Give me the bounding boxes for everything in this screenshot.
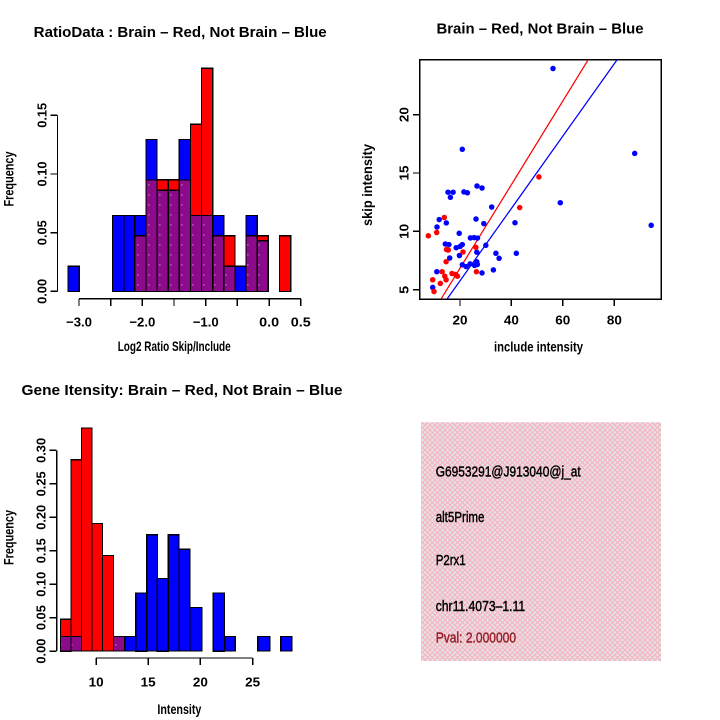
- svg-text:−2.0: −2.0: [129, 315, 155, 330]
- svg-text:0.10: 0.10: [34, 572, 49, 597]
- svg-text:0.05: 0.05: [34, 605, 49, 630]
- svg-text:Pval: 2.000000: Pval: 2.000000: [436, 630, 516, 647]
- svg-text:G6953291@J913040@j_at: G6953291@J913040@j_at: [436, 464, 582, 481]
- svg-text:0.05: 0.05: [35, 220, 50, 245]
- svg-text:include intensity: include intensity: [494, 339, 583, 355]
- svg-text:10: 10: [89, 675, 104, 690]
- svg-text:Frequency: Frequency: [1, 151, 17, 206]
- svg-text:0.25: 0.25: [34, 471, 49, 496]
- svg-text:20: 20: [193, 675, 208, 690]
- svg-text:P2rx1: P2rx1: [436, 552, 466, 569]
- svg-text:Log2 Ratio Skip/Include: Log2 Ratio Skip/Include: [118, 338, 231, 354]
- svg-text:0.0: 0.0: [259, 315, 279, 330]
- svg-text:RatioData : Brain – Red, Not B: RatioData : Brain – Red, Not Brain – Blu…: [34, 24, 327, 41]
- svg-text:20: 20: [397, 107, 412, 122]
- svg-text:0.5: 0.5: [291, 315, 311, 330]
- svg-text:0.00: 0.00: [35, 279, 50, 304]
- svg-text:Intensity: Intensity: [157, 701, 201, 717]
- svg-text:25: 25: [245, 675, 260, 690]
- svg-text:skip intensity: skip intensity: [359, 144, 375, 226]
- svg-text:40: 40: [504, 313, 519, 328]
- svg-text:0.30: 0.30: [34, 438, 49, 463]
- svg-text:Brain – Red, Not Brain – Blue: Brain – Red, Not Brain – Blue: [437, 21, 644, 38]
- svg-text:10: 10: [397, 224, 412, 239]
- svg-text:−3.0: −3.0: [66, 315, 92, 330]
- svg-text:alt5Prime: alt5Prime: [436, 509, 485, 526]
- svg-text:20: 20: [453, 313, 468, 328]
- svg-text:5: 5: [397, 286, 412, 294]
- svg-text:Gene Itensity: Brain – Red, No: Gene Itensity: Brain – Red, Not Brain – …: [22, 382, 343, 399]
- svg-text:15: 15: [397, 166, 412, 181]
- svg-text:−1.0: −1.0: [193, 315, 219, 330]
- svg-text:80: 80: [607, 313, 622, 328]
- svg-text:0.10: 0.10: [35, 162, 50, 187]
- svg-text:0.15: 0.15: [34, 538, 49, 563]
- svg-text:Frequency: Frequency: [1, 510, 17, 565]
- svg-text:15: 15: [141, 675, 156, 690]
- svg-text:chr11.4073–1.11: chr11.4073–1.11: [436, 598, 525, 615]
- svg-text:0.20: 0.20: [34, 505, 49, 530]
- svg-text:0.15: 0.15: [35, 103, 50, 128]
- svg-text:0.00: 0.00: [34, 639, 49, 664]
- svg-text:60: 60: [555, 313, 570, 328]
